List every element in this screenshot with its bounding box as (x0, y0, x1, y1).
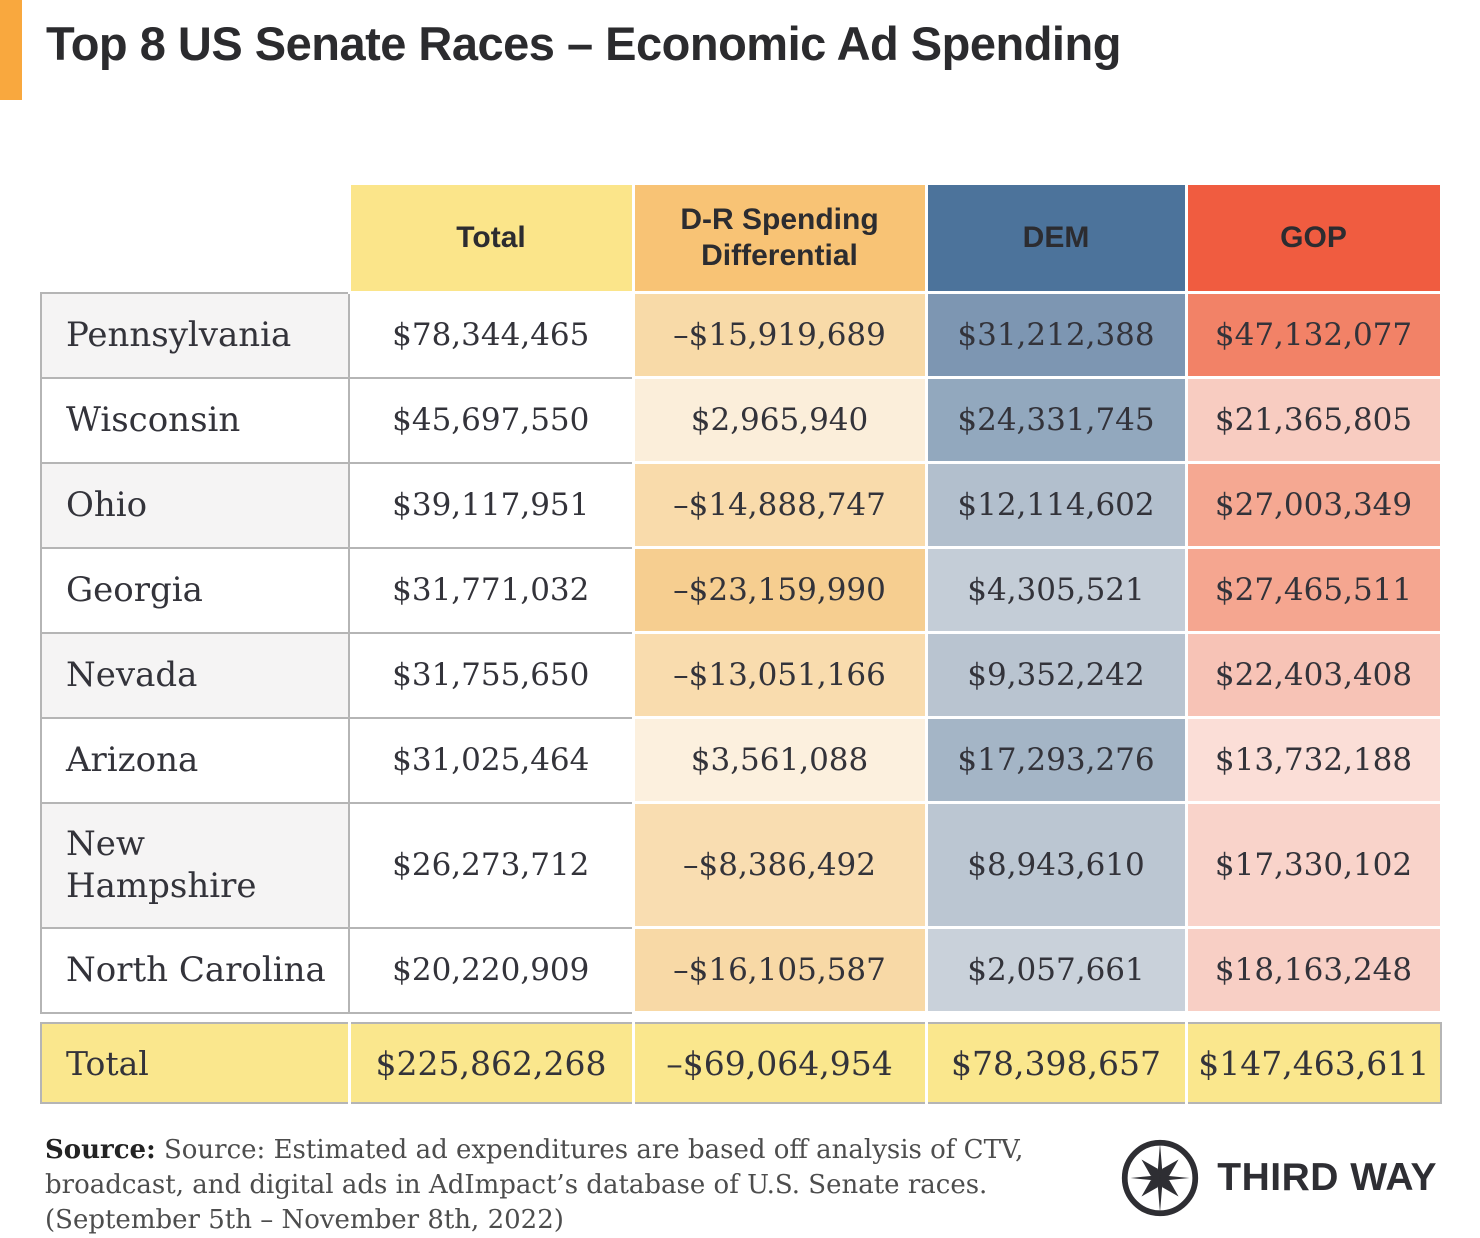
gop-cell: $27,003,349 (1184, 461, 1443, 549)
dem-cell: $31,212,388 (924, 291, 1188, 379)
compass-star-icon (1122, 1139, 1199, 1217)
total-row-label: Total (40, 1022, 351, 1104)
state-cell: North Carolina (40, 926, 350, 1014)
spending-table: Total D-R Spending Differential DEM GOP … (40, 182, 1443, 1104)
logo-wordmark: THIRD WAY (1217, 1156, 1437, 1199)
gop-cell: $27,465,511 (1184, 546, 1443, 634)
total-row-total: $225,862,268 (347, 1022, 635, 1104)
column-header-gop: GOP (1184, 182, 1443, 294)
table-row: Georgia $31,771,032 –$23,159,990 $4,305,521… (40, 546, 1443, 634)
column-header-differential: D-R Spending Differential (631, 182, 928, 294)
differential-cell: –$16,105,587 (631, 926, 928, 1014)
table-row: Pennsylvania $78,344,465 –$15,919,689 $31,2… (40, 291, 1443, 379)
differential-cell: –$13,051,166 (631, 631, 928, 719)
dem-cell: $9,352,242 (924, 631, 1188, 719)
total-row: Total $225,862,268 –$69,064,954 $78,398,… (40, 1022, 1442, 1104)
dem-cell: $17,293,276 (924, 716, 1188, 804)
state-cell: Ohio (40, 461, 350, 549)
differential-cell: –$15,919,689 (631, 291, 928, 379)
total-cell: $20,220,909 (348, 926, 634, 1014)
dem-cell: $2,057,661 (924, 926, 1188, 1014)
source-text: Source: Estimated ad expenditures are ba… (45, 1135, 1024, 1236)
differential-cell: $3,561,088 (631, 716, 928, 804)
state-cell: Nevada (40, 631, 350, 719)
total-row-differential: –$69,064,954 (631, 1022, 928, 1104)
title-accent-bar (0, 0, 22, 100)
table-body: Pennsylvania $78,344,465 –$15,919,689 $31,2… (40, 291, 1443, 1014)
table-header: Total D-R Spending Differential DEM GOP (41, 182, 1443, 294)
differential-cell: –$8,386,492 (631, 801, 928, 929)
source-label: Source: (45, 1135, 156, 1165)
table-footer: Total $225,862,268 –$69,064,954 $78,398,… (40, 1012, 1442, 1104)
source-note: Source: Source: Estimated ad expenditure… (45, 1133, 1085, 1238)
table-row: New Hampshire $26,273,712 –$8,386,492 $8,94… (40, 801, 1443, 929)
gop-cell: $21,365,805 (1184, 376, 1443, 464)
total-cell: $39,117,951 (348, 461, 634, 549)
total-cell: $31,771,032 (348, 546, 634, 634)
state-cell: Pennsylvania (40, 291, 350, 379)
state-cell: New Hampshire (40, 801, 350, 929)
total-cell: $78,344,465 (348, 291, 634, 379)
table-row: Wisconsin $45,697,550 $2,965,940 $24,331,74… (40, 376, 1443, 464)
gop-cell: $18,163,248 (1184, 926, 1443, 1014)
column-header-dem: DEM (924, 182, 1188, 294)
gop-cell: $17,330,102 (1184, 801, 1443, 929)
spacer-row (41, 1012, 1441, 1023)
third-way-logo: THIRD WAY (1119, 1137, 1437, 1219)
gop-cell: $22,403,408 (1184, 631, 1443, 719)
state-cell: Wisconsin (40, 376, 350, 464)
table-row: Nevada $31,755,650 –$13,051,166 $9,352,242 $… (40, 631, 1443, 719)
table-row: North Carolina $20,220,909 –$16,105,587 $2,… (40, 926, 1443, 1014)
dem-cell: $4,305,521 (924, 546, 1188, 634)
dem-cell: $8,943,610 (924, 801, 1188, 929)
total-cell: $45,697,550 (348, 376, 634, 464)
dem-cell: $12,114,602 (924, 461, 1188, 549)
total-cell: $31,755,650 (348, 631, 634, 719)
corner-cell (41, 184, 349, 293)
table-row: Ohio $39,117,951 –$14,888,747 $12,114,602 $2… (40, 461, 1443, 549)
column-header-total: Total (347, 182, 635, 294)
state-cell: Georgia (40, 546, 350, 634)
differential-cell: –$23,159,990 (631, 546, 928, 634)
total-cell: $26,273,712 (348, 801, 634, 929)
footer: Source: Source: Estimated ad expenditure… (45, 1133, 1437, 1238)
total-row-gop: $147,463,611 (1184, 1022, 1442, 1104)
state-cell: Arizona (40, 716, 350, 804)
page-title: Top 8 US Senate Races – Economic Ad Spen… (46, 17, 1121, 70)
differential-cell: –$14,888,747 (631, 461, 928, 549)
table-row: Arizona $31,025,464 $3,561,088 $17,293,276 $… (40, 716, 1443, 804)
total-row-dem: $78,398,657 (924, 1022, 1188, 1104)
gop-cell: $47,132,077 (1184, 291, 1443, 379)
dem-cell: $24,331,745 (924, 376, 1188, 464)
total-cell: $31,025,464 (348, 716, 634, 804)
differential-cell: $2,965,940 (631, 376, 928, 464)
gop-cell: $13,732,188 (1184, 716, 1443, 804)
